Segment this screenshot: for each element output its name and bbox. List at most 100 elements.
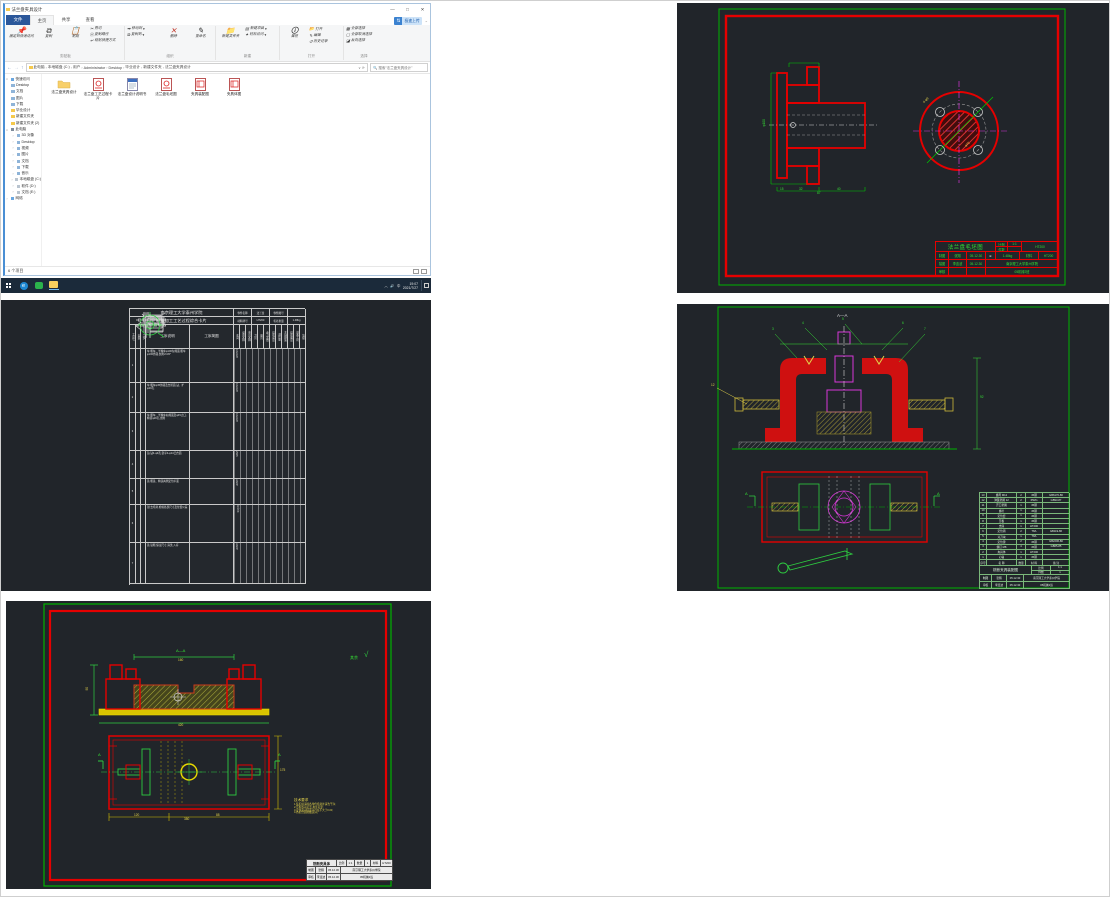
file-tile-cad[interactable]: 法兰盘工艺过程卡片: [83, 78, 113, 100]
sidebar-network[interactable]: › 网络: [6, 196, 23, 201]
properties-button[interactable]: 🛈 属性: [290, 26, 299, 38]
sidebar-item-pc-documents[interactable]: › 文档: [12, 158, 29, 164]
move-to-button[interactable]: ➡ 移动到 ▾: [127, 26, 145, 31]
tab-home[interactable]: 主页: [30, 15, 54, 25]
sidebar-item-pc-pictures[interactable]: › 图片: [12, 152, 29, 157]
file-tile-folder[interactable]: 法兰盘夹具设计: [49, 78, 79, 94]
breadcrumb-dropdown-icon[interactable]: ∨: [358, 65, 361, 70]
start-button[interactable]: [1, 278, 16, 293]
breadcrumb-segment[interactable]: 新建文件夹: [143, 65, 162, 69]
sidebar-item-pictures[interactable]: 图片: [5, 95, 41, 101]
search-box[interactable]: 🔍: [370, 63, 428, 72]
title-block: 铣断夹具体 比例 1:1 数量 1 材料 HT200 制图 张翔 05.12.3…: [306, 859, 393, 881]
breadcrumb-segment[interactable]: 法兰盘夹具设计: [164, 65, 191, 69]
search-input[interactable]: [378, 65, 425, 70]
breadcrumb-segment[interactable]: 本地磁盘 (C:): [47, 65, 70, 69]
breadcrumb-segment[interactable]: 此电脑: [33, 65, 45, 69]
delete-button[interactable]: ✕ 删除: [170, 26, 177, 38]
copy-to-button[interactable]: ⧉ 复制到 ▾: [127, 32, 145, 37]
easy-access-button[interactable]: ✦ 轻松访问 ▾: [245, 32, 267, 37]
file-tile-cad[interactable]: 夹具装配图: [185, 78, 215, 96]
sidebar-item-pc-desktop[interactable]: › Desktop: [12, 140, 35, 145]
ribbon-group-clipboard: 📌 固定到快速访问 ⧉ 复制 📋 粘贴 ✂ 剪切 ⎘ 复制路径 ↵ 粘贴快捷方式 剪贴板: [7, 26, 125, 60]
class-name: 05机械2班: [1024, 582, 1070, 589]
select-all-button[interactable]: ▦ 全部选择: [346, 26, 365, 31]
minimize-button[interactable]: —: [390, 7, 395, 12]
easy-access-icon: ✦: [245, 32, 249, 37]
sidebar-quick-access[interactable]: ∨ 快速访问: [5, 76, 30, 82]
breadcrumb-segment[interactable]: 用户: [72, 65, 81, 69]
maximize-button[interactable]: □: [406, 7, 409, 12]
invert-selection-button[interactable]: ◪ 反向选择: [346, 38, 365, 43]
section-arrow-label: A: [745, 491, 748, 496]
breadcrumb-segment[interactable]: Administrator: [83, 65, 106, 70]
action-center-icon[interactable]: [424, 283, 429, 288]
open-button[interactable]: 📂 打开: [309, 26, 323, 31]
taskbar-explorer-button[interactable]: [46, 278, 61, 293]
section-label: A—A: [176, 648, 186, 653]
sidebar-item-desktop[interactable]: Desktop: [5, 82, 41, 88]
breadcrumb-segment[interactable]: 毕业设计: [125, 65, 141, 69]
copy-path-button[interactable]: ⎘ 复制路径: [90, 32, 109, 37]
sidebar-item-e-drive[interactable]: › 文档 (E:): [12, 189, 36, 195]
rename-button[interactable]: ✎ 重命名: [195, 26, 206, 38]
taskbar-edge-button[interactable]: e: [16, 278, 31, 293]
fixture-section-view: [90, 654, 270, 724]
tab-view[interactable]: 查看: [85, 17, 95, 22]
sidebar-item-project[interactable]: 毕业设计: [5, 107, 41, 113]
tab-share[interactable]: 共享: [61, 17, 71, 22]
thumbnail-view-icon[interactable]: [421, 268, 427, 274]
paste-shortcut-button[interactable]: ↵ 粘贴快捷方式: [90, 38, 116, 43]
shortcut-icon: ↵: [90, 38, 94, 43]
netdisk-upload-button[interactable]: ⇅ 极速上传: [394, 17, 422, 25]
sidebar-item-videos[interactable]: › 视频: [12, 145, 29, 151]
sidebar-this-pc[interactable]: ∨ 此电脑: [5, 127, 27, 132]
sidebar-item-music[interactable]: › 音乐: [12, 171, 29, 176]
cad-panel-fixture-assembly: A—A 92 12 3 4 5 6 7 A A 13 螺母 M12 2 45钢 GB61…: [677, 304, 1109, 591]
sidebar-item-3d-objects[interactable]: › 3D 对象: [12, 133, 35, 138]
taskbar-wechat-button[interactable]: [31, 278, 46, 293]
pin-to-quick-access-button[interactable]: 📌 固定到快速访问: [9, 26, 34, 38]
file-tile-cad[interactable]: 夹具体图: [219, 78, 249, 96]
tray-expand-icon[interactable]: ︿: [384, 284, 388, 288]
cut-button[interactable]: ✂ 剪切: [90, 26, 102, 31]
ribbon-tabs: 文件 主页 共享 查看 ⇅ 极速上传 ⌃: [5, 15, 430, 25]
breadcrumb-segment[interactable]: Desktop: [108, 65, 123, 70]
history-button[interactable]: ↺ 历史记录: [309, 39, 328, 44]
class-name: 05机械2班: [341, 874, 393, 881]
clock-time: 19:07: [409, 281, 419, 286]
sidebar-item-downloads[interactable]: 下载: [5, 101, 41, 107]
process-sketch: [138, 312, 234, 505]
new-item-button[interactable]: ▤ 新建项目 ▾: [245, 26, 267, 31]
sidebar-item-documents[interactable]: 文档: [5, 89, 41, 95]
title-block: 铣断夹具装配图 比例 1:1 件数 1 制图 张翔 05.12.30 南京理工大学泰…: [979, 565, 1070, 589]
volume-icon[interactable]: 🔊: [390, 283, 395, 288]
ime-indicator[interactable]: 中: [397, 284, 401, 288]
refresh-icon[interactable]: ⟳: [361, 65, 365, 70]
sidebar-item-newfolder2[interactable]: 新建文件夹 (2): [5, 120, 41, 126]
sidebar-item-d-drive[interactable]: › 软件 (D:): [12, 183, 36, 189]
column-headers: 工序号 安装 工步 工序说明 工序简图 车间 设备名称 夹具名称 刀具 量具 走…: [130, 325, 306, 349]
tab-file[interactable]: 文件: [6, 15, 30, 25]
ribbon-collapse-icon[interactable]: ⌃: [424, 20, 428, 25]
new-folder-button[interactable]: 📁 新建文件夹: [221, 26, 240, 38]
forward-button[interactable]: →: [14, 64, 19, 71]
paste-button[interactable]: 📋 粘贴: [70, 26, 81, 38]
group-label-new: 新建: [243, 54, 252, 58]
dim-label: 88: [216, 812, 220, 817]
sidebar-item-newfolder[interactable]: 新建文件夹: [5, 114, 41, 120]
back-button[interactable]: ←: [7, 64, 12, 71]
breadcrumb[interactable]: 此电脑 › 本地磁盘 (C:) › 用户 › Administrator › Deskt…: [25, 63, 368, 72]
sidebar-item-pc-downloads[interactable]: › 下载: [12, 164, 29, 170]
file-tile-cad[interactable]: 法兰盘毛坯图: [151, 78, 181, 96]
taskbar-clock[interactable]: 19:07 2021/7/27: [403, 282, 418, 290]
up-button[interactable]: ↑: [21, 64, 24, 71]
select-none-button[interactable]: ▢ 全部取消选择: [346, 32, 372, 37]
list-view-icon[interactable]: [413, 268, 419, 274]
copy-button[interactable]: ⧉ 复制: [45, 26, 52, 38]
edit-button[interactable]: ✎ 编辑: [309, 33, 321, 38]
close-button[interactable]: ✕: [420, 6, 425, 12]
file-tile-doc[interactable]: 法兰盘设计说明书: [117, 78, 147, 96]
sidebar-item-c-drive[interactable]: › 本地磁盘 (C:): [11, 177, 41, 182]
file-name: 法兰盘设计说明书: [117, 92, 147, 96]
